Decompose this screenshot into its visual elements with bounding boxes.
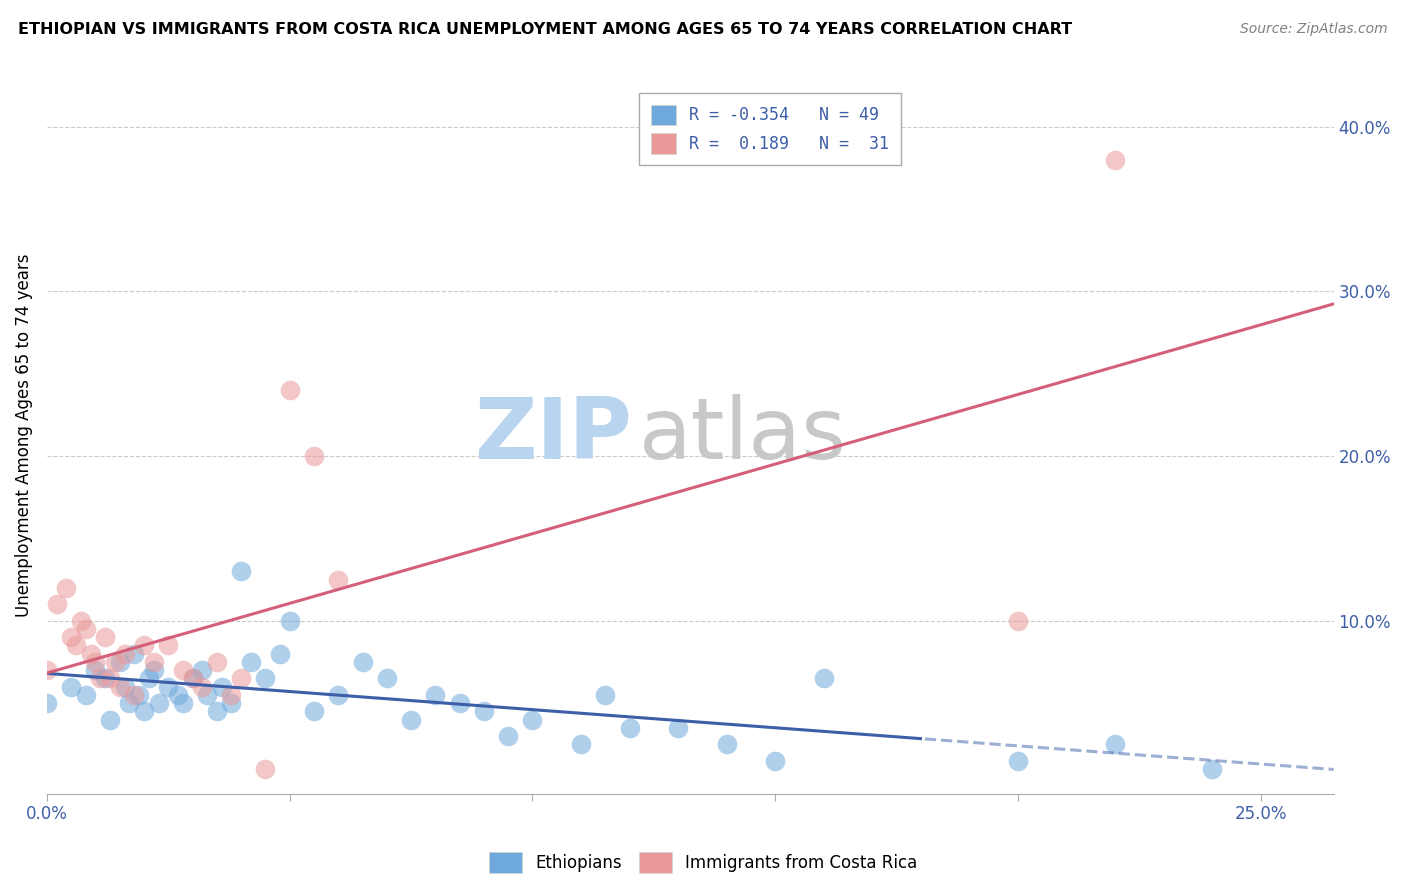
Text: Source: ZipAtlas.com: Source: ZipAtlas.com	[1240, 22, 1388, 37]
Point	[142, 655, 165, 669]
Point	[132, 639, 155, 653]
Point	[79, 647, 101, 661]
Point	[425, 688, 447, 702]
Point	[813, 672, 835, 686]
Point	[167, 688, 190, 702]
Point	[221, 696, 243, 710]
Point	[399, 713, 422, 727]
Point	[75, 688, 97, 702]
Point	[118, 696, 141, 710]
Point	[55, 581, 77, 595]
Point	[619, 721, 641, 735]
Point	[94, 672, 117, 686]
Point	[172, 696, 194, 710]
Point	[449, 696, 471, 710]
Point	[98, 713, 121, 727]
Point	[205, 655, 228, 669]
Point	[221, 688, 243, 702]
Point	[254, 672, 277, 686]
Point	[254, 762, 277, 776]
Point	[191, 680, 214, 694]
Point	[1201, 762, 1223, 776]
Point	[191, 663, 214, 677]
Point	[269, 647, 291, 661]
Point	[239, 655, 262, 669]
Point	[716, 737, 738, 751]
Point	[352, 655, 374, 669]
Y-axis label: Unemployment Among Ages 65 to 74 years: Unemployment Among Ages 65 to 74 years	[15, 254, 32, 617]
Point	[35, 696, 58, 710]
Point	[60, 680, 83, 694]
Point	[595, 688, 617, 702]
Legend: Ethiopians, Immigrants from Costa Rica: Ethiopians, Immigrants from Costa Rica	[482, 846, 924, 880]
Point	[472, 704, 495, 718]
Point	[35, 663, 58, 677]
Point	[1104, 153, 1126, 167]
Point	[108, 680, 131, 694]
Point	[302, 449, 325, 463]
Point	[328, 573, 350, 587]
Point	[60, 630, 83, 644]
Text: atlas: atlas	[638, 394, 846, 477]
Point	[211, 680, 233, 694]
Point	[128, 688, 150, 702]
Point	[124, 688, 146, 702]
Point	[65, 639, 87, 653]
Point	[124, 647, 146, 661]
Point	[84, 655, 107, 669]
Point	[114, 680, 136, 694]
Point	[142, 663, 165, 677]
Point	[278, 384, 301, 398]
Point	[1007, 754, 1029, 768]
Point	[278, 614, 301, 628]
Point	[89, 672, 111, 686]
Point	[132, 704, 155, 718]
Point	[45, 597, 67, 611]
Point	[172, 663, 194, 677]
Point	[181, 672, 204, 686]
Point	[181, 672, 204, 686]
Point	[148, 696, 170, 710]
Point	[229, 565, 252, 579]
Point	[666, 721, 689, 735]
Point	[569, 737, 592, 751]
Legend: R = -0.354   N = 49, R =  0.189   N =  31: R = -0.354 N = 49, R = 0.189 N = 31	[638, 93, 901, 165]
Point	[94, 630, 117, 644]
Point	[375, 672, 398, 686]
Point	[302, 704, 325, 718]
Point	[84, 663, 107, 677]
Point	[496, 729, 519, 743]
Point	[157, 680, 180, 694]
Point	[138, 672, 160, 686]
Text: ETHIOPIAN VS IMMIGRANTS FROM COSTA RICA UNEMPLOYMENT AMONG AGES 65 TO 74 YEARS C: ETHIOPIAN VS IMMIGRANTS FROM COSTA RICA …	[18, 22, 1073, 37]
Point	[108, 655, 131, 669]
Text: ZIP: ZIP	[475, 394, 633, 477]
Point	[1007, 614, 1029, 628]
Point	[98, 672, 121, 686]
Point	[70, 614, 93, 628]
Point	[1104, 737, 1126, 751]
Point	[157, 639, 180, 653]
Point	[763, 754, 786, 768]
Point	[195, 688, 218, 702]
Point	[229, 672, 252, 686]
Point	[205, 704, 228, 718]
Point	[328, 688, 350, 702]
Point	[75, 622, 97, 636]
Point	[522, 713, 544, 727]
Point	[114, 647, 136, 661]
Point	[104, 655, 127, 669]
